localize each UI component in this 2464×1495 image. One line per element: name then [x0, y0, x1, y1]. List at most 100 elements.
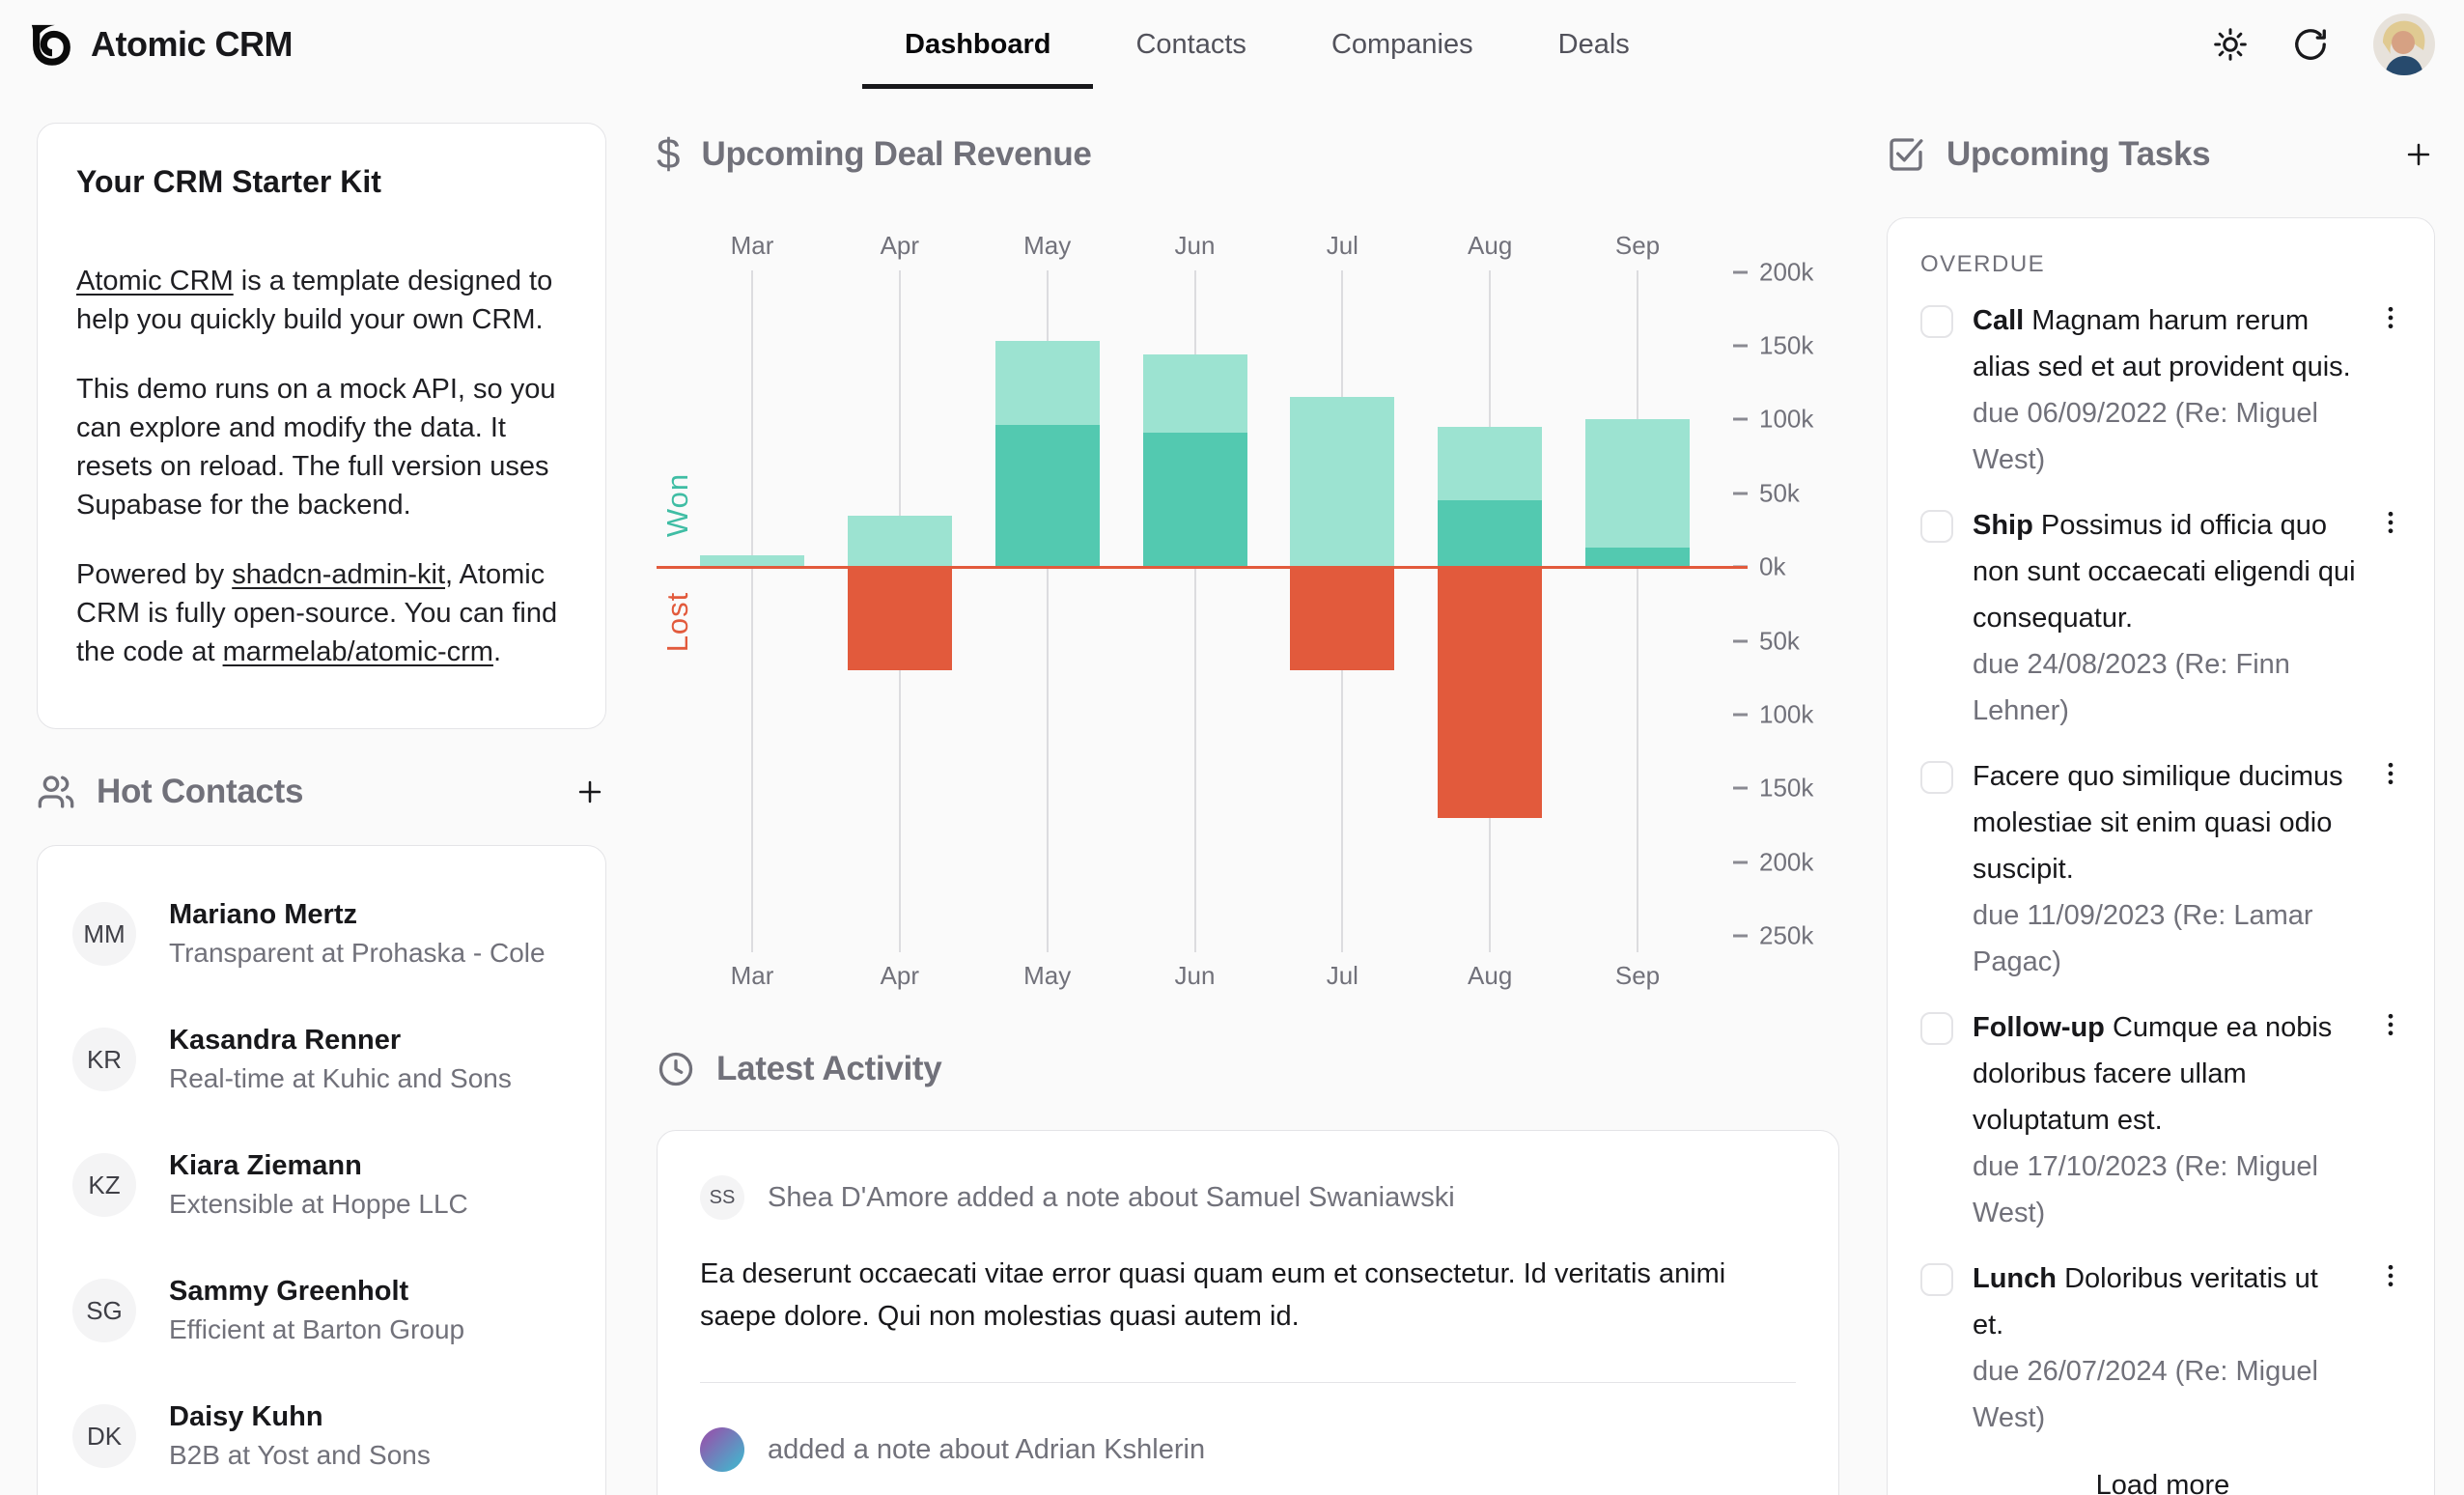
dollar-icon: $ — [657, 130, 681, 178]
gridline — [1637, 270, 1638, 952]
marmelab-atomic-crm-link[interactable]: marmelab/atomic-crm — [222, 636, 493, 667]
task-checkbox[interactable] — [1920, 510, 1953, 543]
task-row: Facere quo similique ducimus molestiae s… — [1920, 753, 2405, 985]
bar-won-dark-Aug[interactable] — [1438, 500, 1543, 568]
tab-dashboard[interactable]: Dashboard — [862, 0, 1094, 89]
task-checkbox[interactable] — [1920, 1263, 1953, 1296]
tasks-header: Upcoming Tasks — [1887, 121, 2435, 188]
starter-kit-card: Your CRM Starter Kit Atomic CRM is a tem… — [37, 123, 606, 729]
kebab-menu-icon[interactable] — [2376, 759, 2405, 985]
checkbox-check-icon — [1887, 135, 1925, 174]
app-title: Atomic CRM — [91, 24, 294, 64]
bar-won-light-Apr[interactable] — [847, 515, 952, 568]
contact-row[interactable]: KZ Kiara Ziemann Extensible at Hoppe LLC — [38, 1122, 605, 1248]
task-due: due 24/08/2023 (Re: Finn Lehner) — [1973, 649, 2290, 726]
month-label: Apr — [880, 231, 920, 260]
add-task-button[interactable] — [2402, 138, 2435, 171]
overdue-label: OVERDUE — [1920, 251, 2046, 277]
task-due: due 11/09/2023 (Re: Lamar Pagac) — [1973, 900, 2313, 977]
add-contact-button[interactable] — [574, 776, 606, 808]
y-axis-tick: 100k — [1733, 699, 1813, 729]
month-label: Mar — [730, 231, 774, 260]
load-more-link[interactable]: Load more — [2095, 1470, 2230, 1495]
month-label: Jul — [1326, 961, 1358, 990]
bar-won-light-Jul[interactable] — [1290, 397, 1395, 568]
task-due: due 26/07/2024 (Re: Miguel West) — [1973, 1356, 2318, 1433]
shadcn-admin-kit-link[interactable]: shadcn-admin-kit — [232, 559, 446, 590]
y-axis-tick: 150k — [1733, 774, 1813, 804]
month-label: Apr — [880, 961, 920, 990]
task-checkbox[interactable] — [1920, 1012, 1953, 1045]
activity-note: Ea deserunt occaecati vitae error quasi … — [700, 1258, 1726, 1332]
month-label: May — [1023, 961, 1072, 990]
bar-lost-Apr[interactable] — [847, 567, 952, 671]
kebab-menu-icon[interactable] — [2376, 303, 2405, 483]
task-text: Follow-up Cumque ea nobis doloribus face… — [1973, 1004, 2357, 1236]
tab-companies[interactable]: Companies — [1330, 28, 1473, 60]
bar-won-dark-Jun[interactable] — [1142, 433, 1247, 568]
task-row: Lunch Doloribus veritatis ut et. due 26/… — [1920, 1255, 2405, 1441]
lost-axis-label: Lost — [660, 591, 694, 653]
user-avatar[interactable] — [2373, 14, 2435, 75]
task-checkbox[interactable] — [1920, 761, 1953, 794]
tab-deals[interactable]: Deals — [1557, 28, 1630, 60]
right-column: Upcoming Tasks OVERDUE Call Magnam harum… — [1887, 121, 2435, 1495]
contact-company: Extensible at Hoppe LLC — [169, 1189, 468, 1219]
kebab-menu-icon[interactable] — [2376, 1010, 2405, 1236]
task-checkbox[interactable] — [1920, 305, 1953, 338]
starter-kit-paragraph-2: This demo runs on a mock API, so you can… — [76, 374, 556, 521]
bar-lost-Aug[interactable] — [1438, 567, 1543, 818]
task-due: due 06/09/2022 (Re: Miguel West) — [1973, 398, 2318, 475]
center-column: $ Upcoming Deal Revenue Mar Apr May Jun Jul A… — [657, 121, 1839, 1495]
brand[interactable]: Atomic CRM — [29, 22, 294, 67]
bar-won-light-Mar[interactable] — [700, 554, 804, 568]
activity-item-text[interactable]: added a note about Adrian Kshlerin — [768, 1433, 1206, 1465]
refresh-icon[interactable] — [2292, 26, 2329, 63]
task-text: Facere quo similique ducimus molestiae s… — [1973, 753, 2357, 985]
bar-won-dark-Sep[interactable] — [1585, 548, 1690, 568]
y-axis-tick: 50k — [1733, 626, 1800, 656]
kebab-menu-icon[interactable] — [2376, 508, 2405, 734]
month-labels-bottom: Mar Apr May Jun Jul Aug Sep — [657, 952, 1733, 1001]
contact-name: Mariano Mertz — [169, 899, 357, 930]
starter-kit-paragraph-3: Powered by shadcn-admin-kit, Atomic CRM … — [76, 559, 558, 667]
won-axis-label: Won — [660, 472, 694, 538]
tab-contacts[interactable]: Contacts — [1135, 28, 1246, 60]
starter-kit-title: Your CRM Starter Kit — [76, 164, 381, 199]
revenue-yaxis: 200k 150k 100k 50k 0k 50k 100k 150k 200k 250k — [1733, 257, 1839, 952]
month-label: Jun — [1174, 961, 1216, 990]
gridline — [1193, 270, 1196, 952]
bar-won-dark-May[interactable] — [994, 425, 1100, 568]
atomic-crm-link[interactable]: Atomic CRM — [76, 266, 234, 296]
divider — [700, 1382, 1796, 1383]
top-bar-actions — [2213, 14, 2435, 75]
avatar: KR — [72, 1028, 136, 1091]
bar-won-light-Aug[interactable] — [1438, 426, 1543, 501]
y-axis-tick: 50k — [1733, 478, 1800, 508]
contact-row[interactable]: SG Sammy Greenholt Efficient at Barton G… — [38, 1248, 605, 1373]
theme-toggle-sun-icon[interactable] — [2213, 27, 2248, 62]
month-label: Jul — [1326, 231, 1358, 260]
avatar: MM — [72, 902, 136, 966]
contact-row[interactable]: DK Daisy Kuhn B2B at Yost and Sons — [38, 1373, 605, 1495]
bar-won-light-May[interactable] — [994, 341, 1100, 426]
activity-item-header: added a note about Adrian Kshlerin — [700, 1427, 1796, 1472]
y-axis-tick: 200k — [1733, 847, 1813, 877]
bar-won-light-Jun[interactable] — [1142, 354, 1247, 434]
bar-lost-Jul[interactable] — [1290, 567, 1395, 671]
contact-row[interactable]: KR Kasandra Renner Real-time at Kuhic an… — [38, 997, 605, 1122]
top-bar: Atomic CRM Dashboard Contacts Companies … — [0, 0, 2464, 89]
y-axis-tick: 150k — [1733, 330, 1813, 360]
month-label: May — [1023, 231, 1072, 260]
month-label: Aug — [1468, 231, 1513, 260]
gridline — [751, 270, 753, 952]
revenue-title: Upcoming Deal Revenue — [701, 135, 1092, 173]
task-due: due 17/10/2023 (Re: Miguel West) — [1973, 1151, 2318, 1228]
month-label: Sep — [1614, 961, 1661, 990]
contact-row[interactable]: MM Mariano Mertz Transparent at Prohaska… — [38, 871, 605, 997]
kebab-menu-icon[interactable] — [2376, 1261, 2405, 1441]
activity-item-text[interactable]: Shea D'Amore added a note about Samuel S… — [768, 1181, 1455, 1213]
activity-title: Latest Activity — [716, 1050, 942, 1087]
bar-won-light-Sep[interactable] — [1585, 419, 1690, 549]
hot-contacts-card: MM Mariano Mertz Transparent at Prohaska… — [37, 845, 606, 1495]
